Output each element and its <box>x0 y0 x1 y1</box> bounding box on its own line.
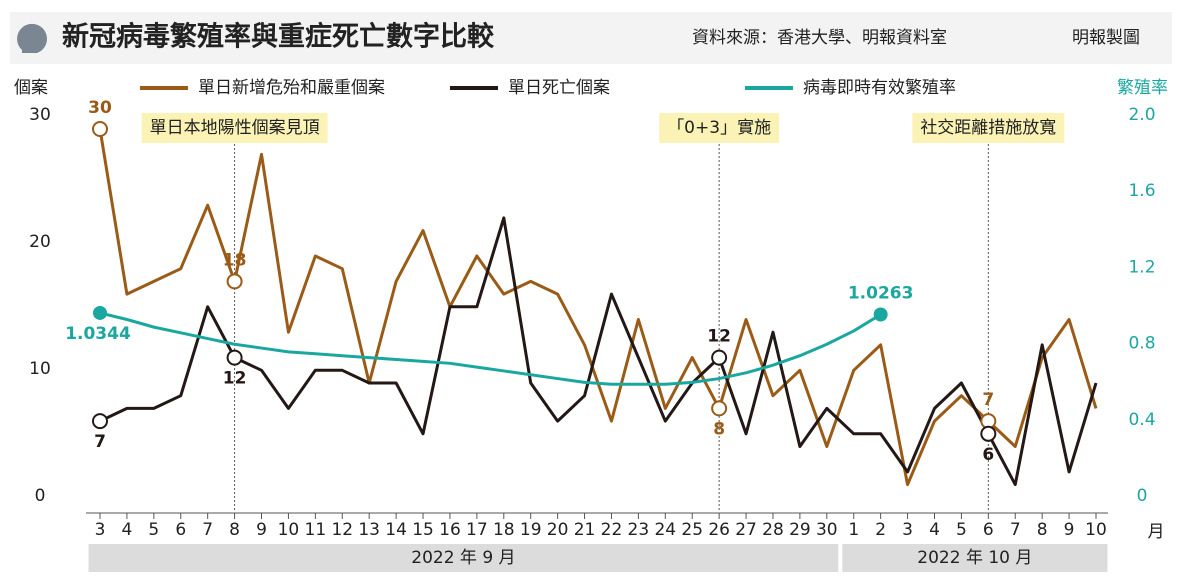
point <box>711 349 728 366</box>
y2-tick-label: 1.2 <box>1128 257 1155 277</box>
x-tick-label: 10 <box>1085 520 1107 540</box>
y2-tick-label: 0.4 <box>1128 410 1155 430</box>
data-label: 12 <box>707 327 731 347</box>
month-label: 2022 年 10 月 <box>917 548 1032 568</box>
point <box>226 273 243 290</box>
point <box>711 400 728 417</box>
month-band <box>842 544 1108 572</box>
legend-label: 單日死亡個案 <box>508 78 610 98</box>
data-label: 12 <box>223 369 247 389</box>
x-tick-label: 19 <box>520 520 542 540</box>
x-tick-label: 3 <box>95 520 106 540</box>
y2-tick-label: 1.6 <box>1128 181 1155 201</box>
chart-title: 新冠病毒繁殖率與重症死亡數字比較 <box>62 21 495 53</box>
y2-tick-label: 0 <box>1137 486 1148 506</box>
x-tick-label: 18 <box>493 520 515 540</box>
y-tick-label: 30 <box>29 105 51 125</box>
legend-label: 病毒即時有效繁殖率 <box>803 78 956 98</box>
point <box>980 425 997 442</box>
x-tick-label: 13 <box>358 520 380 540</box>
x-tick-label: 10 <box>278 520 300 540</box>
y-tick-label: 20 <box>29 232 51 252</box>
header-bg <box>10 12 1172 64</box>
x-tick-label: 14 <box>385 520 407 540</box>
x-tick-label: 12 <box>331 520 353 540</box>
data-label: 30 <box>88 98 112 118</box>
x-tick-label: 7 <box>202 520 213 540</box>
annotation-text: 「0+3」實施 <box>667 118 771 138</box>
x-tick-label: 7 <box>1010 520 1021 540</box>
series-line <box>98 128 1098 487</box>
data-label: 1.0263 <box>848 283 914 303</box>
annotation-box <box>141 113 328 143</box>
y2-axis-label: 繁殖率 <box>1117 78 1168 98</box>
data-label: 18 <box>223 250 247 270</box>
x-tick-label: 3 <box>902 520 913 540</box>
y-axis-label: 個案 <box>14 78 48 98</box>
x-tick-label: 17 <box>466 520 488 540</box>
x-tick-label: 25 <box>681 520 703 540</box>
x-tick-label: 5 <box>956 520 967 540</box>
title-icon <box>17 23 48 53</box>
y-tick-label: 0 <box>35 486 46 506</box>
x-tick-label: 2 <box>875 520 886 540</box>
point <box>226 349 243 366</box>
x-tick-label: 29 <box>789 520 811 540</box>
x-tick-label: 6 <box>983 520 994 540</box>
x-tick-label: 22 <box>601 520 623 540</box>
point <box>92 413 108 430</box>
source: 資料來源：香港大學、明報資料室 <box>692 28 947 48</box>
y-tick-label: 10 <box>29 359 51 379</box>
x-tick-label: 8 <box>1037 520 1048 540</box>
x-tick-label: 28 <box>762 520 784 540</box>
x-tick-label: 6 <box>175 520 186 540</box>
series-line <box>99 216 1098 487</box>
x-tick-label: 5 <box>148 520 159 540</box>
x-tick-label: 21 <box>574 520 596 540</box>
data-label: 7 <box>94 432 106 452</box>
x-tick-label: 23 <box>628 520 650 540</box>
x-tick-label: 8 <box>229 520 240 540</box>
x-tick-label: 24 <box>654 520 676 540</box>
annotation-box <box>912 113 1065 143</box>
data-label: 6 <box>982 445 994 465</box>
x-tick-label: 20 <box>547 520 569 540</box>
data-label: 8 <box>713 419 725 439</box>
point <box>92 121 108 137</box>
x-tick-label: 4 <box>929 520 940 540</box>
x-tick-label: 27 <box>735 520 757 540</box>
x-tick-label: 9 <box>1064 520 1075 540</box>
x-tick-label: 30 <box>816 520 838 540</box>
point <box>873 307 888 322</box>
x-tick-label: 11 <box>305 520 327 540</box>
credit: 明報製圖 <box>1072 28 1140 48</box>
annotation-text: 社交距離措施放寬 <box>920 118 1056 138</box>
data-label: 1.0344 <box>65 324 131 344</box>
data-label: 7 <box>982 390 994 410</box>
y2-tick-label: 0.8 <box>1128 334 1155 354</box>
annotation-text: 單日本地陽性個案見頂 <box>150 118 320 138</box>
month-label: 2022 年 9 月 <box>411 548 515 568</box>
legend-label: 單日新增危殆和嚴重個案 <box>198 78 385 98</box>
x-tick-label: 26 <box>708 520 730 540</box>
x-tick-label: 16 <box>439 520 461 540</box>
x-axis-label: 月 <box>1148 522 1165 542</box>
series-line <box>99 311 882 386</box>
month-band <box>88 544 839 572</box>
y2-tick-label: 2.0 <box>1128 105 1155 125</box>
x-tick-label: 1 <box>848 520 859 540</box>
annotation-box <box>659 113 780 143</box>
point <box>93 305 107 320</box>
x-tick-label: 15 <box>412 520 434 540</box>
x-tick-label: 9 <box>256 520 267 540</box>
x-tick-label: 4 <box>122 520 133 540</box>
